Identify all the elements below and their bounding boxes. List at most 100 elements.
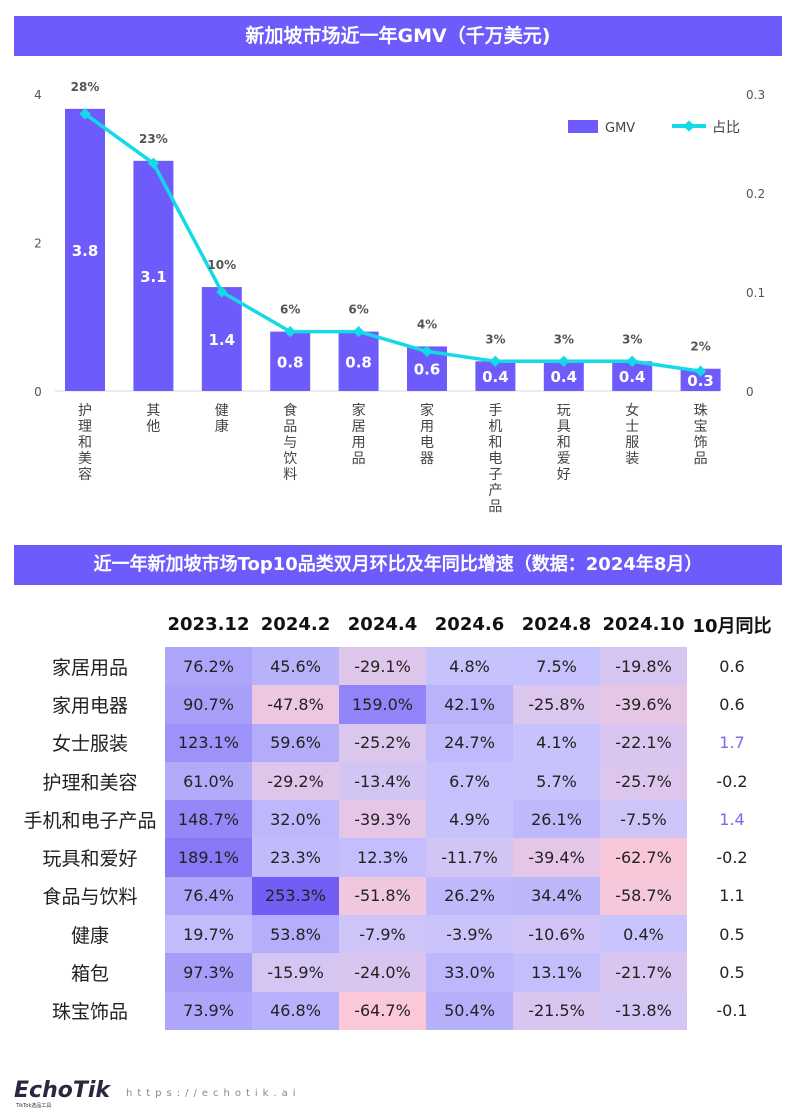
line-marker [352,325,365,338]
column-header: 2024.6 [434,614,505,635]
category-label: 料 [283,467,297,483]
category-label: 用 [352,435,366,451]
category-label: 电 [420,435,434,451]
bar [270,331,311,391]
category-label: 具 [557,419,571,435]
row-label: 手机和电子产品 [23,809,157,832]
row-label: 护理和美容 [42,771,138,794]
table-row: 箱包 97.3% -15.9% -24.0% 33.0% 13.1% -21.7% 0.5 [15,953,777,992]
bar-label: 0.6 [414,361,441,379]
growth-cell: 148.7% [165,800,252,839]
growth-cell: 159.0% [339,685,426,724]
growth-cell: 32.0% [252,800,339,839]
growth-cell: -39.3% [339,800,426,839]
table-row: 健康 19.7% 53.8% -7.9% -3.9% -10.6% 0.4% 0.5 [15,915,777,954]
growth-cell: 76.2% [165,647,252,686]
line-marker [489,355,502,367]
category-label: 爱 [557,451,571,467]
growth-cell: 59.6% [252,723,339,762]
growth-cell: 45.6% [252,647,339,686]
growth-cell: -21.7% [600,953,687,992]
category-label: 健 [215,403,229,419]
yoy-cell: -0.2 [716,771,748,791]
row-label: 家用电器 [51,694,128,717]
yoy-cell: 0.6 [719,656,745,676]
category-label: 机 [488,419,502,435]
growth-cell: -24.0% [339,953,426,992]
growth-cell: -11.7% [426,838,513,877]
line-marker [284,325,296,338]
table-row: 女士服装 123.1% 59.6% -25.2% 24.7% 4.1% -22.1% 1.7 [15,723,777,762]
category-label: 和 [557,435,571,451]
growth-cell: 4.8% [426,647,513,686]
growth-cell: -22.1% [600,723,687,762]
growth-cell: 24.7% [426,723,513,762]
table-title: 近一年新加坡市场Top10品类双月环比及年同比增速（数据：2024年8月） [14,545,782,585]
yoy-cell: -0.1 [716,1001,748,1021]
category-label: 服 [625,435,639,451]
row-label: 玩具和爱好 [42,848,138,871]
column-header: 2024.2 [260,614,331,635]
growth-cell: 73.9% [165,991,252,1030]
growth-cell: -25.8% [513,685,600,724]
growth-cell: -15.9% [252,953,339,992]
category-label: 理 [78,419,92,435]
category-label: 他 [146,419,160,435]
bar-label: 3.1 [140,268,167,286]
yoy-cell: 0.5 [719,924,745,944]
share-label: 28% [71,80,100,94]
growth-cell: -25.2% [339,723,426,762]
category-label: 用 [420,419,434,435]
bar-label: 0.4 [551,368,578,386]
category-label: 饮 [283,451,297,467]
row-label: 健康 [70,924,109,947]
growth-cell: 0.4% [600,915,687,954]
growth-cell: 42.1% [426,685,513,724]
legend-gmv-label: GMV [605,121,635,136]
header-blank [15,602,165,647]
growth-cell: 50.4% [426,991,513,1030]
yoy-cell: 1.4 [719,809,745,829]
category-label: 康 [215,418,229,435]
category-label: 产 [488,483,502,499]
growth-cell: -47.8% [252,685,339,724]
growth-cell: 46.8% [252,991,339,1030]
growth-cell: -19.8% [600,647,687,686]
growth-cell: -51.8% [339,876,426,916]
line-marker [558,355,570,367]
category-label: 护 [78,403,92,419]
share-label: 2% [690,340,710,354]
echotik-logo: EchoTik [14,1078,111,1103]
growth-cell: 90.7% [165,685,252,724]
left-tick: 0 [34,385,42,399]
category-label: 居 [352,419,366,435]
growth-cell: 4.9% [426,800,513,839]
table-row: 护理和美容 61.0% -29.2% -13.4% 6.7% 5.7% -25.7% -0.2 [15,761,777,801]
category-label: 食 [283,402,297,419]
growth-cell: 23.3% [252,838,339,877]
growth-cell: 13.1% [513,953,600,992]
growth-cell: 4.1% [513,723,600,762]
legend-share-label: 占比 [712,120,740,136]
category-label: 电 [488,451,502,467]
row-label: 食品与饮料 [42,886,138,909]
category-label: 珠 [694,403,708,419]
left-tick: 4 [34,88,42,102]
footer-url[interactable]: https://echotik.ai [126,1088,301,1099]
share-label: 4% [417,317,437,331]
row-label: 箱包 [70,963,109,986]
growth-cell: -13.4% [339,761,426,801]
category-label: 手 [488,403,502,419]
growth-cell: 61.0% [165,761,252,801]
share-label: 23% [139,132,168,146]
line-marker [694,365,707,377]
yoy-cell: -0.2 [716,848,748,868]
category-label: 好 [557,467,571,483]
line-marker [216,286,228,298]
share-label: 6% [280,303,300,317]
legend-gmv-swatch [568,120,598,133]
growth-cell: 12.3% [339,838,426,877]
table-row: 家用电器 90.7% -47.8% 159.0% 42.1% -25.8% -39.6% 0.… [15,685,777,724]
growth-cell: -64.7% [339,991,426,1030]
category-label: 品 [352,451,366,467]
